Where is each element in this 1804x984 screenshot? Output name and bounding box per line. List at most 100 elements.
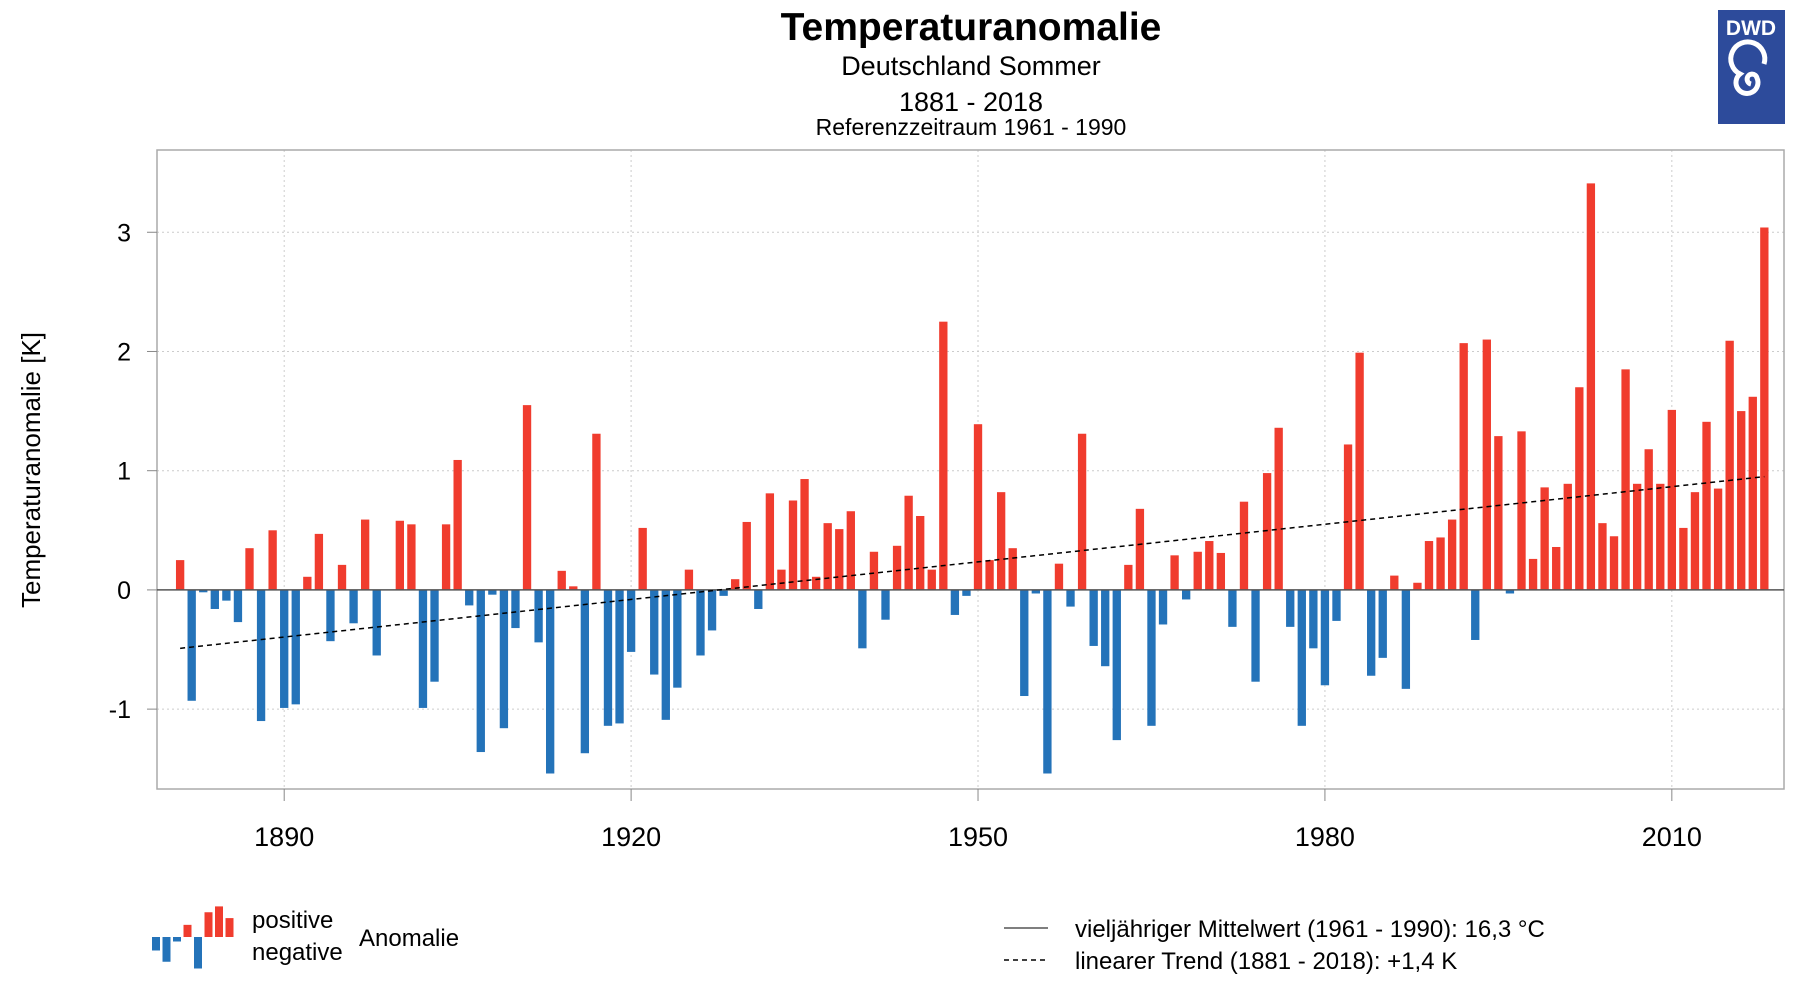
bar-1961 [1101, 589, 1110, 667]
legend-mean-text: vieljähriger Mittelwert (1961 - 1990): 1… [1075, 916, 1545, 943]
bars [175, 183, 1769, 774]
bar-1938 [835, 529, 844, 590]
bar-2000 [1552, 546, 1561, 590]
bar-1884 [210, 589, 219, 609]
bar-1944 [904, 495, 913, 590]
bar-1949 [962, 589, 971, 596]
bar-1909 [499, 589, 509, 729]
bar-1947 [939, 321, 948, 590]
bar-1973 [1239, 501, 1249, 590]
bar-2004 [1598, 523, 1607, 590]
bar-1966 [1158, 589, 1168, 625]
bar-1953 [1008, 548, 1017, 590]
bar-2006 [1621, 369, 1630, 590]
bar-1991 [1447, 519, 1457, 590]
bar-1965 [1147, 589, 1156, 726]
dwd-logo-text: DWD [1726, 17, 1776, 40]
bar-1923 [661, 589, 670, 720]
bar-1928 [719, 589, 728, 596]
bar-1971 [1216, 552, 1226, 590]
bar-1913 [545, 589, 555, 774]
bar-1885 [222, 589, 231, 601]
y-tick-label: 3 [117, 219, 131, 247]
bar-1982 [1343, 444, 1353, 590]
bar-1904 [441, 524, 451, 590]
bar-1964 [1135, 508, 1145, 590]
legend-icon-bar [225, 918, 234, 937]
bar-1939 [846, 511, 855, 590]
bar-1974 [1251, 589, 1260, 682]
bar-1987 [1401, 589, 1411, 689]
bar-1942 [881, 589, 890, 620]
bar-1983 [1355, 352, 1364, 590]
bar-1946 [927, 569, 936, 590]
bar-1926 [696, 589, 705, 656]
legend-icon-bar [194, 937, 202, 969]
bar-1995 [1494, 436, 1503, 590]
bar-1967 [1170, 555, 1179, 590]
bar-1892 [303, 576, 312, 590]
bar-1960 [1089, 589, 1098, 646]
bar-2002 [1575, 387, 1584, 590]
bar-1889 [268, 530, 277, 590]
trend-line [180, 475, 1765, 650]
bar-2017 [1748, 396, 1757, 590]
bar-1903 [430, 589, 439, 682]
bar-1996 [1505, 589, 1515, 594]
bar-1911 [522, 405, 532, 590]
x-tick-label: 1920 [601, 822, 661, 852]
bar-1972 [1228, 589, 1237, 627]
bar-1887 [245, 548, 254, 590]
bar-1977 [1286, 589, 1295, 627]
bar-1937 [823, 523, 832, 590]
bar-1883 [199, 589, 208, 593]
bar-1919 [615, 589, 624, 724]
bar-2009 [1656, 483, 1665, 590]
bar-1927 [707, 589, 717, 631]
plot-frame [156, 149, 1785, 790]
bar-1981 [1332, 589, 1341, 621]
bar-1914 [557, 570, 566, 590]
bar-1882 [187, 589, 196, 701]
bar-1956 [1043, 589, 1052, 774]
bar-1897 [360, 519, 370, 590]
bar-2008 [1644, 449, 1653, 590]
bar-1969 [1193, 551, 1202, 590]
y-tick-label: 2 [117, 338, 131, 366]
bar-1997 [1517, 431, 1526, 590]
bar-1993 [1471, 589, 1480, 640]
bar-1936 [811, 576, 821, 590]
legend-icon-bar [204, 912, 213, 937]
bar-1915 [569, 586, 578, 590]
bar-1931 [754, 589, 763, 609]
bar-1912 [534, 589, 543, 643]
legend-anomaly: Anomalie [359, 925, 459, 952]
bar-1933 [777, 569, 786, 590]
x-axis: 1890 1920 1950 1980 2010 [254, 789, 1702, 852]
bar-1940 [858, 589, 867, 649]
bar-1941 [869, 551, 879, 590]
chart-title: Temperaturanomalie [781, 6, 1162, 49]
bar-1888 [256, 589, 266, 722]
bar-1902 [418, 589, 428, 708]
legend-icon-bar [152, 937, 160, 951]
bar-1922 [650, 589, 659, 675]
bar-1951 [985, 560, 994, 590]
bar-2005 [1609, 536, 1619, 590]
bar-1894 [326, 589, 335, 642]
bar-1970 [1205, 541, 1214, 590]
bar-2016 [1737, 411, 1746, 590]
bar-2012 [1690, 492, 1700, 590]
bar-1932 [765, 493, 775, 590]
bar-1978 [1297, 589, 1306, 726]
y-axis-label: Temperaturanomalie [K] [16, 332, 46, 608]
bar-1959 [1077, 433, 1087, 590]
bar-1910 [511, 589, 520, 629]
bar-1908 [488, 589, 497, 595]
bar-1954 [1020, 589, 1029, 697]
legend-trend-text: linearer Trend (1881 - 2018): +1,4 K [1075, 948, 1457, 975]
bar-1891 [291, 589, 300, 705]
bar-1905 [453, 459, 462, 590]
bar-1895 [337, 564, 347, 590]
